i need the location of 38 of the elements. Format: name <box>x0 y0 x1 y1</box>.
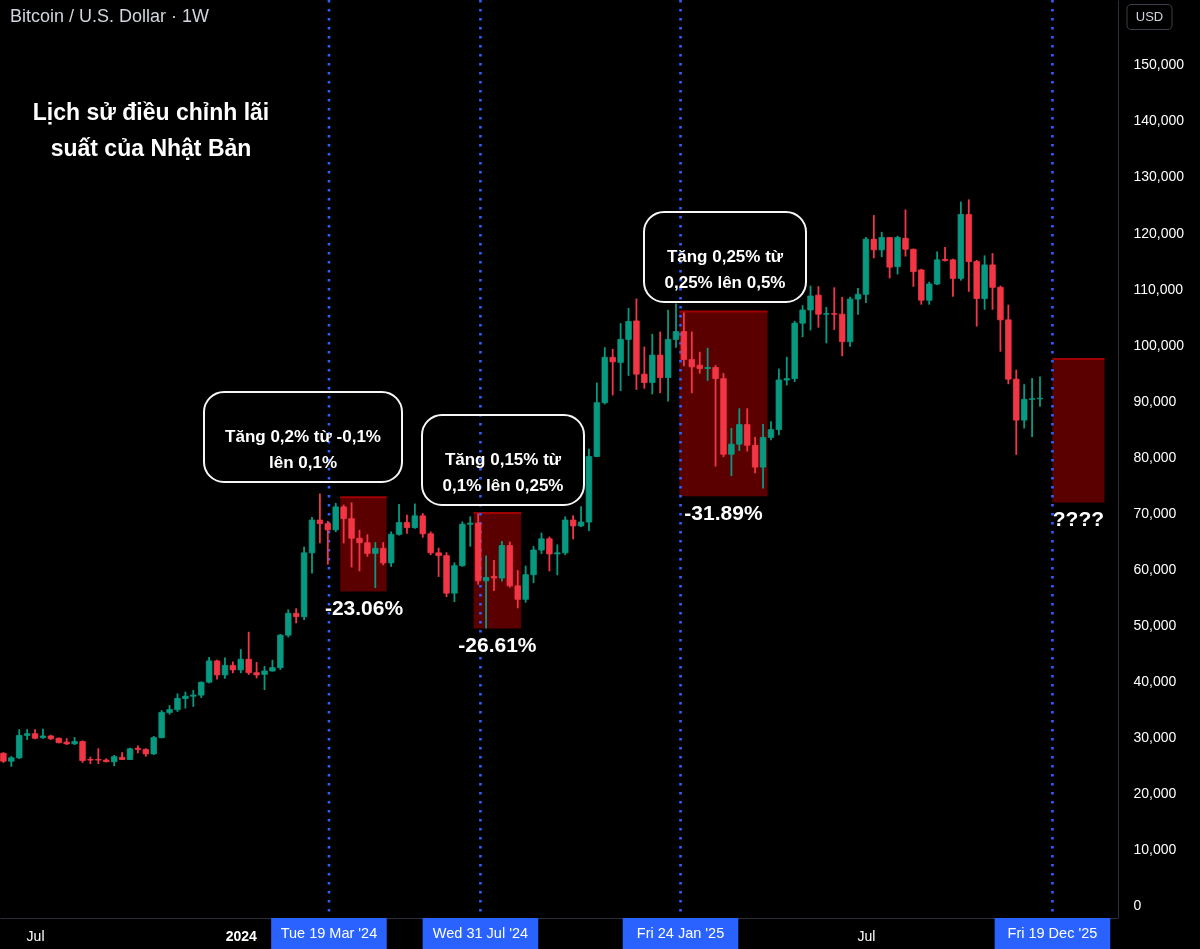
y-tick-label: 70,000 <box>1133 504 1177 521</box>
y-tick-label: 40,000 <box>1133 672 1177 689</box>
y-tick-label: 100,000 <box>1133 336 1185 353</box>
x-tick-label: Jul <box>857 927 876 944</box>
y-tick-label: 0 <box>1133 896 1142 913</box>
y-tick-label: 20,000 <box>1133 784 1177 801</box>
y-tick-label: 60,000 <box>1133 560 1177 577</box>
ref-line-label: Wed 31 Jul '24 <box>432 925 529 941</box>
x-tick-label: Jul <box>26 927 45 944</box>
annotation: Tăng 0,2% từ -0,1% lên 0,1% <box>225 427 381 472</box>
y-tick-label: 130,000 <box>1133 168 1185 185</box>
annotation: ???? <box>1052 507 1105 531</box>
text: USD <box>1135 9 1164 24</box>
y-tick-label: 150,000 <box>1133 56 1185 73</box>
y-tick-label: 10,000 <box>1133 840 1177 857</box>
ref-line-label: Fri 24 Jan '25 <box>636 925 725 941</box>
candlestick <box>569 514 577 541</box>
ref-line-label: Tue 19 Mar '24 <box>280 925 378 941</box>
annotation: Tăng 0,25% từ 0,25% lên 0,5% <box>664 247 786 292</box>
annotation: -23.06% <box>324 596 404 620</box>
y-tick-label: 50,000 <box>1133 616 1177 633</box>
y-tick-label: 120,000 <box>1133 224 1185 241</box>
y-tick-label: 80,000 <box>1133 448 1177 465</box>
candlestick <box>229 660 237 675</box>
candlestick <box>823 306 830 345</box>
candlestick <box>894 234 901 276</box>
y-tick-label: 30,000 <box>1133 728 1177 745</box>
annotation: -26.61% <box>458 633 537 657</box>
y-tick-label: 90,000 <box>1133 392 1177 409</box>
y-tick-label: 140,000 <box>1133 112 1185 129</box>
y-tick-label: 110,000 <box>1133 280 1184 297</box>
candlestick <box>815 285 822 329</box>
annotation: -31.89% <box>684 501 763 525</box>
annotation: Tăng 0,15% từ 0,1% lên 0,25% <box>442 450 564 495</box>
text: Lịch sử điều chỉnh lãi suất của Nhật Bản <box>32 99 270 161</box>
chart-title: Bitcoin / U.S. Dollar · 1W <box>10 6 210 26</box>
ref-line-label: Fri 19 Dec '25 <box>1007 925 1098 941</box>
x-tick-label: 2024 <box>225 927 258 944</box>
